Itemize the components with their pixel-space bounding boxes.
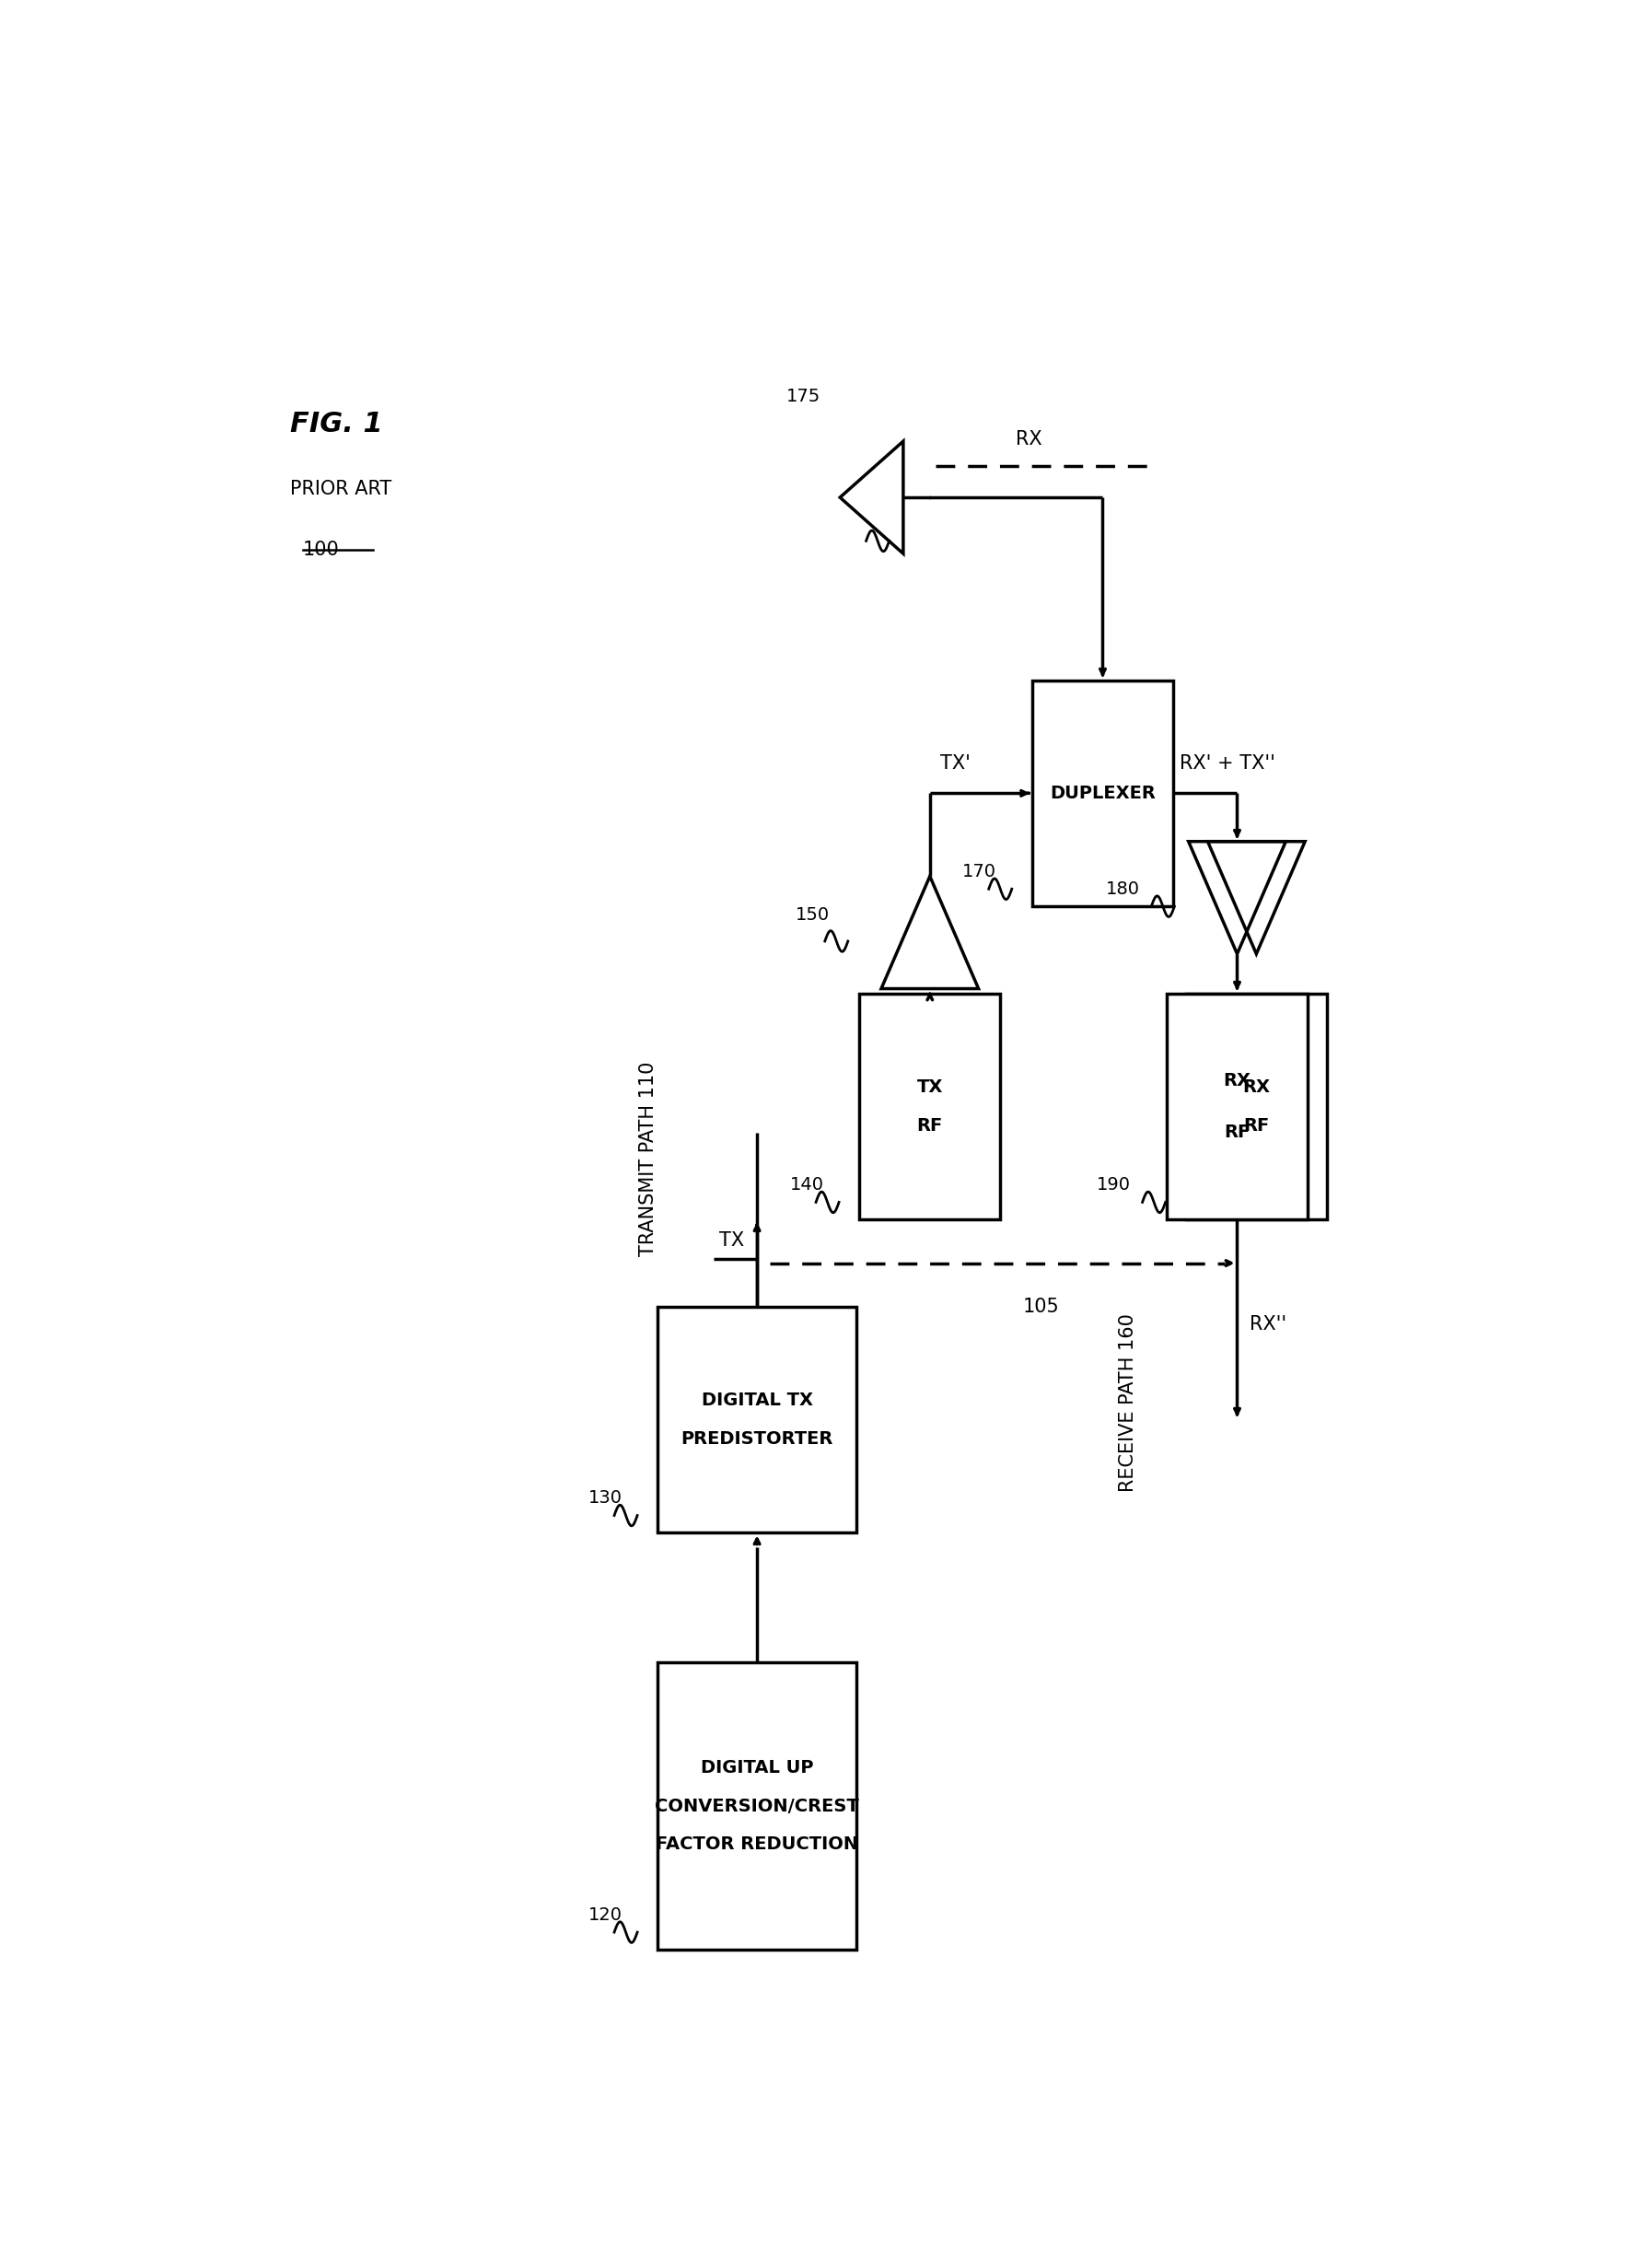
Text: 105: 105: [1023, 1297, 1059, 1315]
Text: RX: RX: [1242, 1078, 1270, 1096]
Text: RECEIVE PATH 160: RECEIVE PATH 160: [1118, 1313, 1138, 1492]
Text: 130: 130: [588, 1489, 621, 1507]
Bar: [657, 1663, 856, 1950]
Text: DUPLEXER: DUPLEXER: [1049, 784, 1156, 802]
Text: RX: RX: [1016, 429, 1042, 450]
Text: RF: RF: [917, 1116, 943, 1135]
Bar: [1166, 994, 1307, 1220]
Bar: [859, 994, 999, 1220]
Text: TX: TX: [719, 1232, 743, 1250]
Text: PRIOR ART: PRIOR ART: [289, 479, 392, 499]
Bar: [657, 1306, 856, 1532]
Text: RF: RF: [1244, 1116, 1269, 1135]
Text: FACTOR REDUCTION: FACTOR REDUCTION: [656, 1835, 859, 1853]
Text: PREDISTORTER: PREDISTORTER: [681, 1431, 833, 1449]
Text: TRANSMIT PATH 110: TRANSMIT PATH 110: [639, 1062, 657, 1257]
Text: RF: RF: [1224, 1123, 1251, 1141]
Text: TX: TX: [917, 1078, 943, 1096]
Text: FIG. 1: FIG. 1: [289, 411, 383, 436]
Text: CONVERSION/CREST: CONVERSION/CREST: [654, 1797, 859, 1815]
Text: RX'': RX'': [1251, 1315, 1287, 1333]
Text: 140: 140: [790, 1175, 824, 1193]
Text: 170: 170: [963, 863, 996, 881]
Bar: [1032, 680, 1173, 906]
Text: 175: 175: [786, 389, 821, 405]
Text: TX': TX': [940, 755, 970, 773]
Text: 150: 150: [796, 906, 829, 924]
Text: 190: 190: [1097, 1175, 1132, 1193]
Text: 100: 100: [302, 540, 339, 558]
Text: DIGITAL TX: DIGITAL TX: [702, 1392, 813, 1410]
Text: RX' + TX'': RX' + TX'': [1180, 755, 1275, 773]
Text: 120: 120: [588, 1905, 621, 1923]
Text: RX: RX: [1224, 1071, 1251, 1089]
Text: 180: 180: [1105, 879, 1140, 897]
Bar: [1186, 994, 1327, 1220]
Text: DIGITAL UP: DIGITAL UP: [700, 1758, 813, 1776]
